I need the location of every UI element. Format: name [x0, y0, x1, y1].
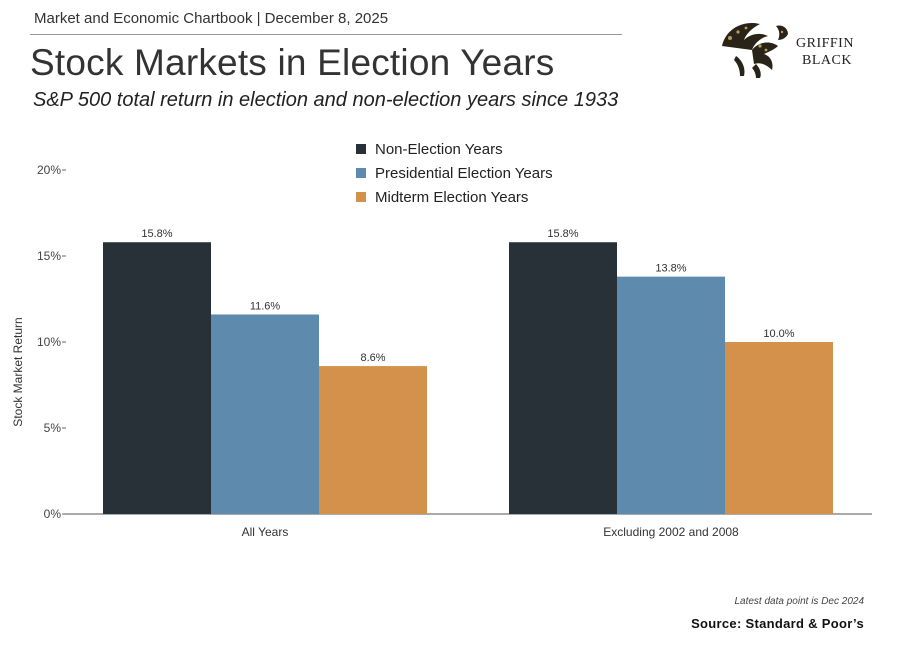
bar — [103, 242, 211, 514]
x-category-label: Excluding 2002 and 2008 — [603, 525, 739, 539]
legend-swatch — [356, 192, 366, 202]
bar-value-label: 11.6% — [250, 300, 281, 312]
page-subtitle: S&P 500 total return in election and non… — [33, 89, 619, 111]
bar-value-label: 10.0% — [763, 328, 794, 340]
griffin-icon — [722, 22, 788, 78]
chartbook-header: Market and Economic Chartbook | December… — [34, 10, 389, 27]
bar-chart: 0% 5% 10% 15% 20% Stock Market Return 15.8% 11.… — [11, 141, 872, 539]
y-tick-label: 10% — [37, 335, 61, 349]
legend-label: Midterm Election Years — [375, 189, 528, 206]
page-title: Stock Markets in Election Years — [30, 42, 555, 83]
bar-value-label: 15.8% — [547, 228, 578, 240]
bar-value-label: 13.8% — [655, 263, 686, 275]
bar-value-label: 8.6% — [360, 352, 385, 364]
bar — [211, 314, 319, 514]
bar-value-label: 15.8% — [141, 228, 172, 240]
x-category-label: All Years — [242, 525, 289, 539]
y-tick-label: 5% — [44, 421, 62, 435]
bar — [319, 366, 427, 514]
y-tick-label: 20% — [37, 163, 61, 177]
bar — [509, 242, 617, 514]
bar — [725, 342, 833, 514]
y-tick-label: 0% — [44, 507, 62, 521]
y-axis-label: Stock Market Return — [11, 317, 25, 426]
header-divider — [30, 34, 622, 35]
legend-swatch — [356, 168, 366, 178]
legend-label: Presidential Election Years — [375, 165, 553, 182]
y-tick-label: 15% — [37, 249, 61, 263]
logo-text-line2: BLACK — [802, 53, 852, 68]
griffin-black-logo: GRIFFIN BLACK — [716, 16, 876, 82]
legend-swatch — [356, 144, 366, 154]
source-note: Source: Standard & Poor’s — [691, 616, 864, 631]
logo-text-line1: GRIFFIN — [796, 36, 854, 51]
bar — [617, 276, 725, 514]
legend-label: Non-Election Years — [375, 141, 503, 158]
data-footnote: Latest data point is Dec 2024 — [734, 596, 864, 607]
